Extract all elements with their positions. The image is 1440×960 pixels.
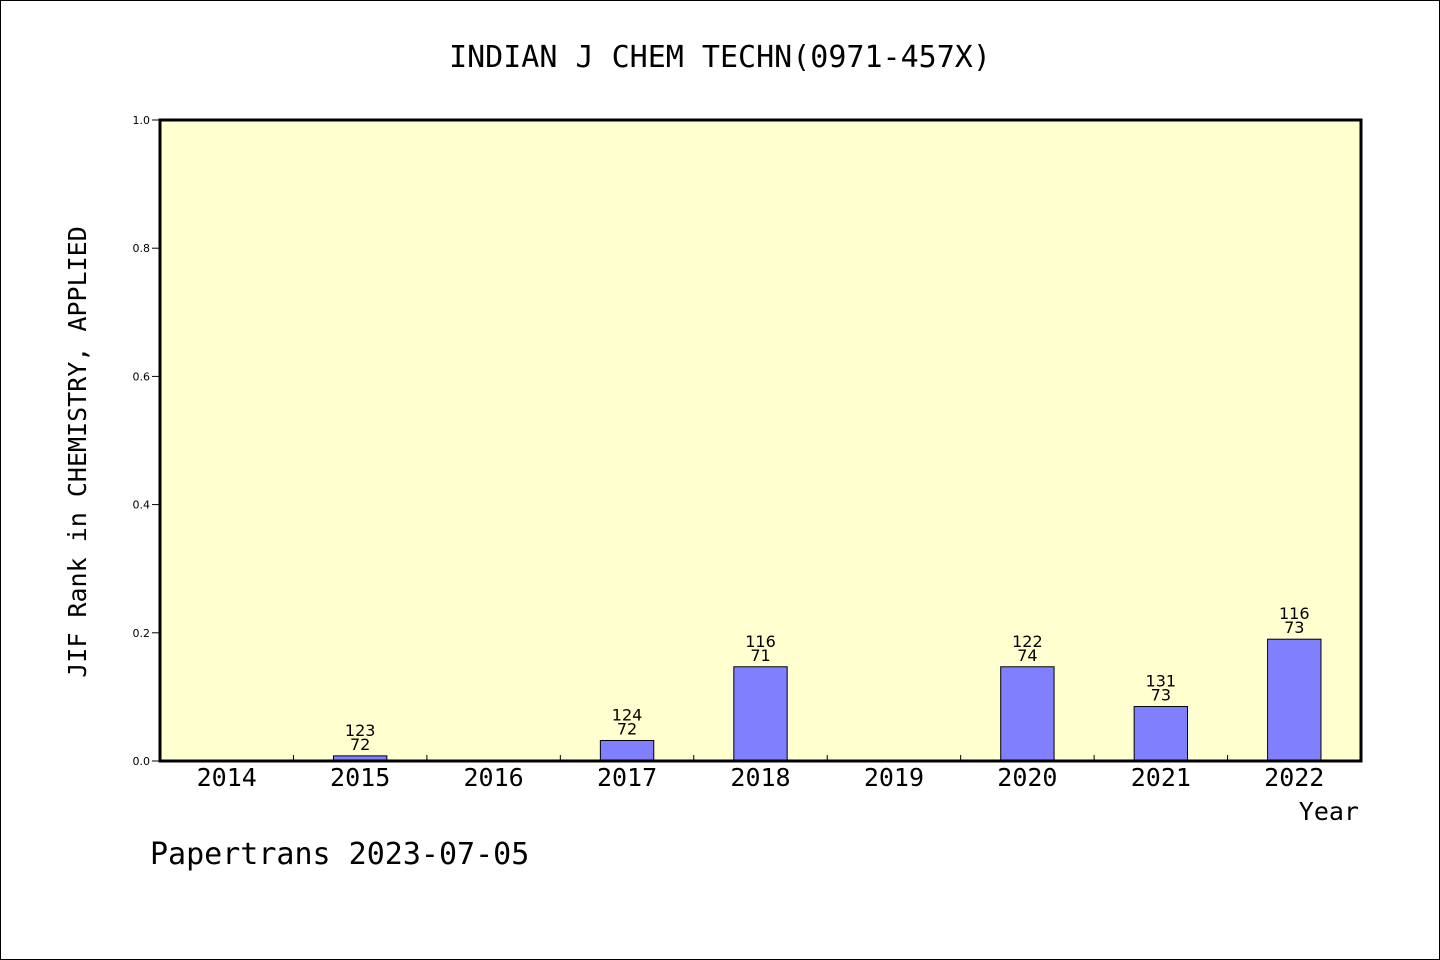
bar-label-rank: 116 (745, 632, 776, 651)
x-tick-label: 2016 (464, 763, 524, 792)
y-tick-label: 0.0 (133, 755, 151, 768)
bar-2022 (1267, 638, 1322, 762)
bar-label-rank: 116 (1279, 604, 1310, 623)
bar-label-count: 73 (1284, 618, 1304, 637)
x-tick-label: 2022 (1264, 763, 1324, 792)
x-tick-label: 2020 (997, 763, 1057, 792)
y-axis: 0.0 0.2 0.4 0.6 0.8 1.0 (133, 114, 160, 768)
plot-area (160, 120, 1361, 761)
y-tick-label: 0.8 (133, 242, 151, 255)
x-axis-label: Year (1299, 797, 1359, 826)
bar-2017 (599, 739, 655, 762)
y-tick-label: 0.4 (133, 499, 151, 512)
y-axis-label: JIF Rank in CHEMISTRY, APPLIED (63, 226, 92, 678)
bar-series (332, 638, 1322, 762)
chart-title: INDIAN J CHEM TECHN(0971-457X) (449, 40, 991, 75)
bar-label-count: 73 (1151, 686, 1171, 705)
y-tick-label: 0.6 (133, 370, 151, 383)
x-tick-label: 2017 (597, 763, 657, 792)
x-tick-label: 2021 (1131, 763, 1191, 792)
bar-label-count: 71 (750, 646, 770, 665)
bar-label-rank: 122 (1012, 632, 1043, 651)
bar-label-count: 74 (1017, 646, 1037, 665)
bar-2018 (733, 666, 788, 762)
bar-label-count: 72 (350, 735, 370, 754)
plot-border (158, 118, 1363, 763)
y-tick-label: 1.0 (133, 114, 151, 127)
x-tick-label: 2015 (330, 763, 390, 792)
footer-credit: Papertrans 2023-07-05 (150, 837, 529, 872)
x-tick-label: 2019 (864, 763, 924, 792)
x-tick-label: 2014 (197, 763, 257, 792)
bar-label-rank: 131 (1146, 672, 1177, 691)
bar-label-count: 72 (617, 719, 637, 738)
bar-label-rank: 123 (345, 721, 376, 740)
bar-label-rank: 124 (612, 705, 643, 724)
bar-2020 (1000, 666, 1055, 762)
x-axis: 2014 2015 2016 2017 2018 2019 2020 2021 2022 (197, 755, 1324, 792)
x-tick-label: 2018 (730, 763, 790, 792)
y-tick-label: 0.2 (133, 627, 151, 640)
bar-2021 (1133, 706, 1189, 762)
